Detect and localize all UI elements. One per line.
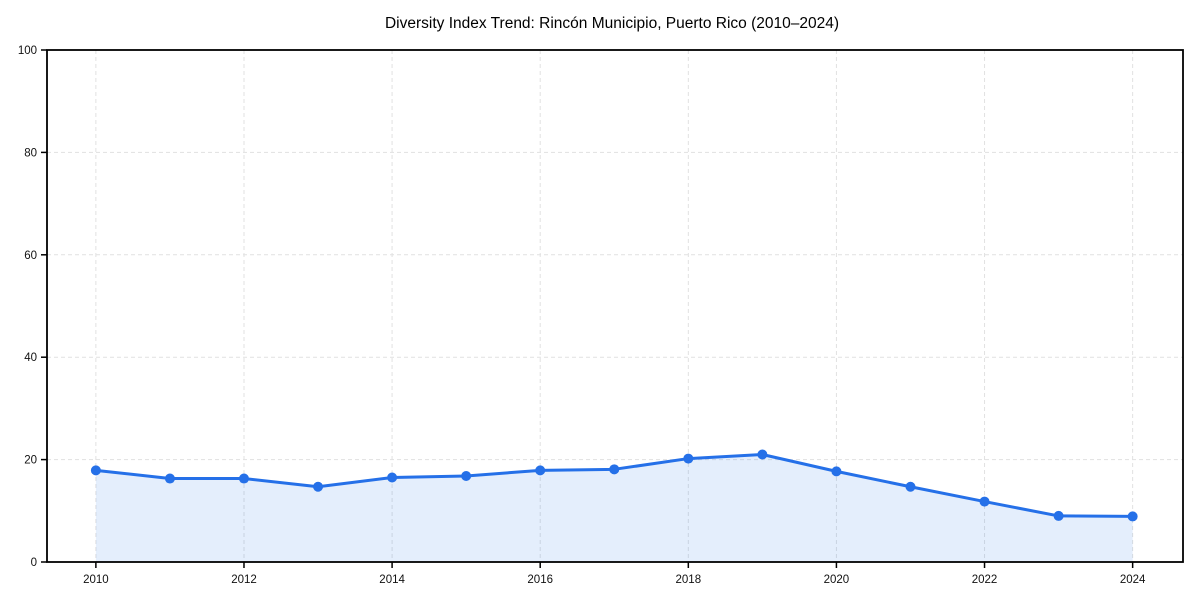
- data-point-2013: [313, 481, 324, 492]
- y-axis-ticks: 0 20 40 60 80 100: [18, 45, 47, 569]
- x-tick-label: 2020: [824, 574, 850, 586]
- data-point-2012: [238, 473, 249, 484]
- x-axis-ticks: 2010 2012 2014 2016 2018 2020 2022 2024: [83, 562, 1146, 586]
- x-tick-label: 2018: [676, 574, 702, 586]
- data-point-2015: [461, 470, 472, 481]
- area-fill-path: [95, 454, 1133, 562]
- data-point-2019: [757, 449, 768, 460]
- x-tick-label: 2022: [972, 574, 998, 586]
- data-point-2016: [535, 465, 546, 476]
- x-tick-label: 2014: [379, 574, 405, 586]
- chart-title: Diversity Index Trend: Rincón Municipio,…: [385, 15, 839, 32]
- y-tick-label: 0: [31, 557, 37, 569]
- data-point-2021: [905, 481, 916, 492]
- y-tick-label: 40: [24, 352, 37, 364]
- data-point-2022: [979, 496, 990, 507]
- y-tick-label: 20: [24, 455, 37, 467]
- axes: [46, 49, 1184, 563]
- data-point-2018: [683, 453, 694, 464]
- area-fill: [95, 454, 1133, 562]
- x-tick-label: 2016: [527, 574, 553, 586]
- data-point-2017: [609, 464, 620, 475]
- grid-lines: [47, 50, 1183, 562]
- data-point-2024: [1127, 511, 1138, 522]
- data-point-2023: [1053, 510, 1064, 521]
- data-point-2010: [90, 465, 101, 476]
- y-tick-label: 100: [18, 45, 37, 57]
- data-point-2020: [831, 466, 842, 477]
- plot-border: [46, 49, 1184, 563]
- y-tick-label: 60: [24, 250, 37, 262]
- y-tick-label: 80: [24, 147, 37, 159]
- x-tick-label: 2010: [83, 574, 109, 586]
- data-point-2011: [164, 473, 175, 484]
- data-points: [90, 449, 1138, 522]
- x-tick-label: 2024: [1120, 574, 1146, 586]
- data-point-2014: [387, 472, 398, 483]
- x-tick-label: 2012: [231, 574, 257, 586]
